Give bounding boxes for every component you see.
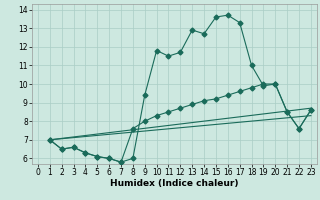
X-axis label: Humidex (Indice chaleur): Humidex (Indice chaleur)	[110, 179, 239, 188]
